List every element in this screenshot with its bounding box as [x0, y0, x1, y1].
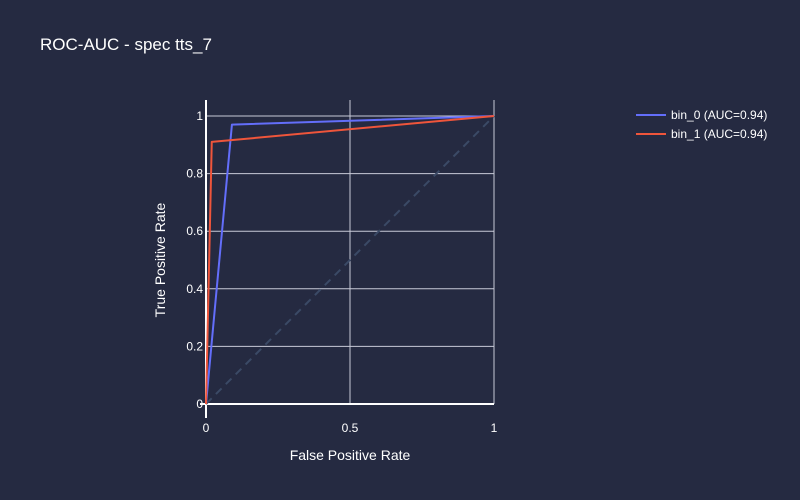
x-tick-label: 1 [491, 421, 498, 435]
diagonal-reference-line [205, 115, 495, 405]
y-tick-label: 0 [196, 397, 203, 411]
y-axis-title: True Positive Rate [152, 202, 168, 317]
y-tick-label: 0.8 [186, 167, 203, 181]
legend-label-1: bin_1 (AUC=0.94) [671, 127, 767, 141]
series-line-1 [205, 115, 495, 405]
y-tick-label: 0.2 [186, 339, 203, 353]
grid [206, 100, 495, 404]
y-tick-label: 1 [196, 109, 203, 123]
axes [200, 100, 494, 418]
series-lines [205, 115, 495, 405]
legend: bin_0 (AUC=0.94) bin_1 (AUC=0.94) [636, 108, 767, 141]
legend-label-0: bin_0 (AUC=0.94) [671, 108, 767, 122]
tick-labels: 0 0.2 0.4 0.6 0.8 1 0 0.5 1 [186, 109, 497, 435]
series-line-0 [205, 115, 495, 405]
y-tick-label: 0.6 [186, 224, 203, 238]
x-tick-label: 0 [203, 421, 210, 435]
x-axis-title: False Positive Rate [290, 447, 411, 463]
chart-title: ROC-AUC - spec tts_7 [40, 35, 212, 54]
x-tick-label: 0.5 [342, 421, 359, 435]
y-tick-label: 0.4 [186, 282, 203, 296]
